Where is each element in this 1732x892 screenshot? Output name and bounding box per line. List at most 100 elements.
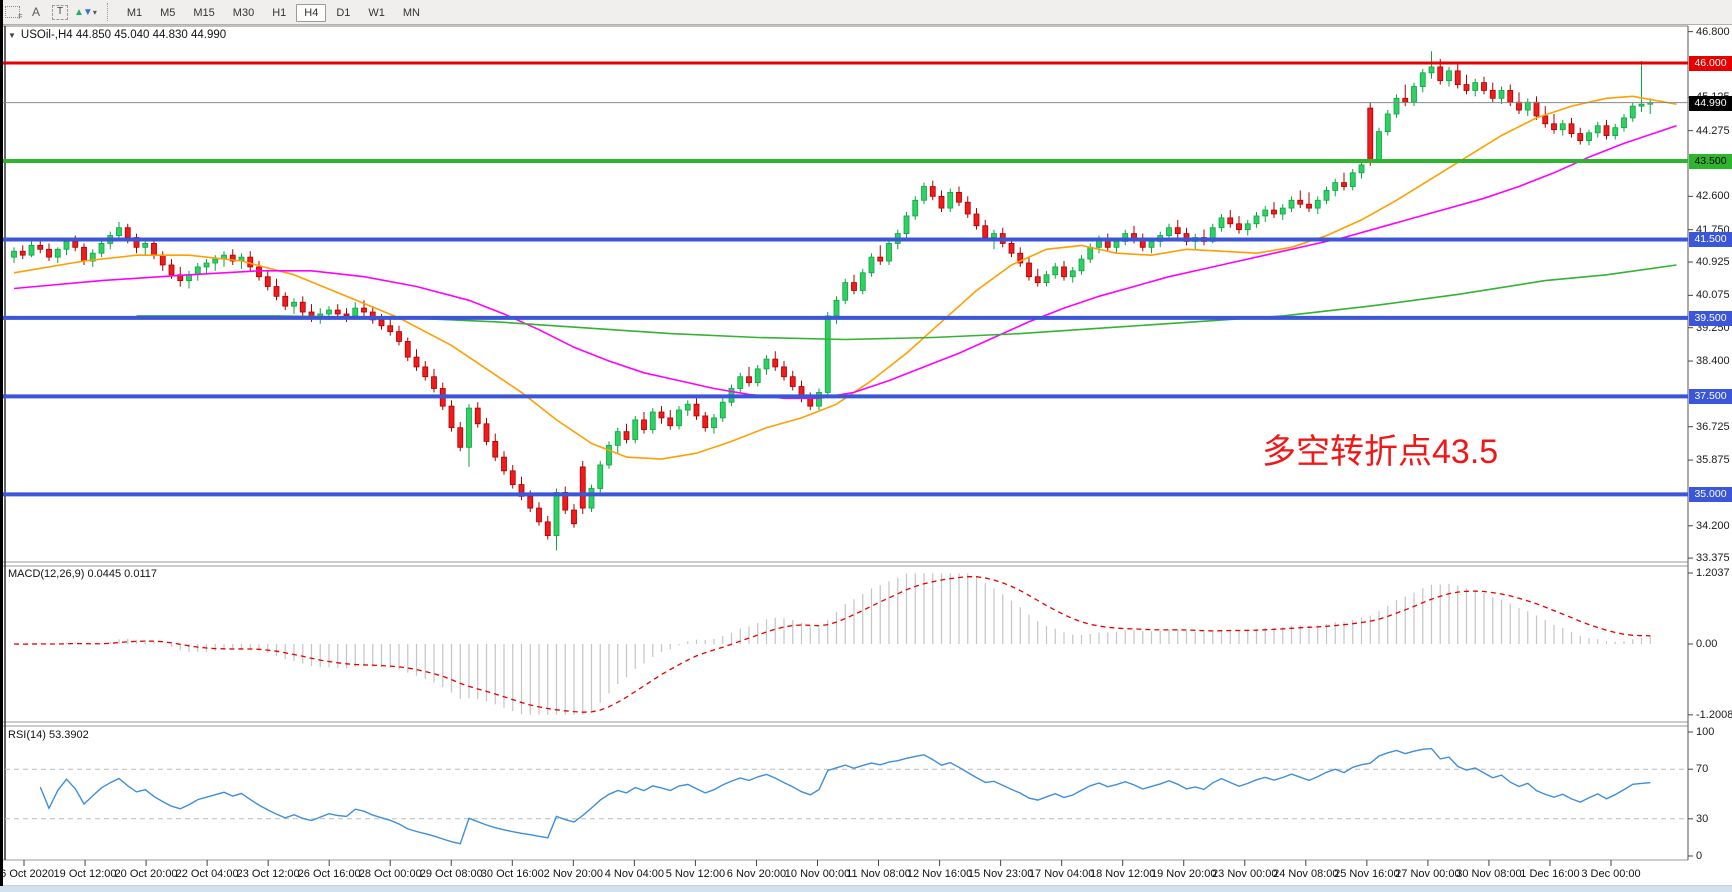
time-axis-label: 16 Oct 2020 — [0, 868, 54, 880]
candle-body — [1148, 241, 1155, 248]
candle-body — [1533, 101, 1540, 117]
candle-body — [553, 492, 560, 536]
candle-body — [711, 417, 717, 429]
text-t-icon[interactable]: T — [50, 3, 70, 21]
candle-body — [947, 192, 954, 209]
candle-body — [833, 299, 840, 317]
candle-body — [509, 470, 516, 485]
price-axis-label: 36.725 — [1696, 420, 1730, 433]
candle-body — [474, 407, 481, 425]
timeframe-button-mn[interactable]: MN — [402, 7, 420, 19]
candle-body — [116, 227, 122, 236]
dropdown-caret-icon[interactable]: ▾ — [92, 7, 97, 17]
candle-body — [842, 282, 849, 301]
candle-body — [719, 401, 726, 419]
candle-body — [1253, 215, 1260, 225]
candle-body — [273, 286, 280, 297]
toolbar-separator — [106, 3, 114, 21]
candle-body — [816, 392, 822, 407]
candle-body — [1577, 133, 1584, 142]
candle-body — [89, 252, 96, 262]
indicator-axis-label: 30 — [1696, 812, 1709, 825]
grid-f-icon[interactable]: F — [2, 3, 23, 21]
candle-body — [1586, 132, 1592, 142]
time-axis-label: 20 Oct 20:00 — [114, 868, 178, 880]
candle-body — [448, 405, 455, 429]
timeframe-button-h4[interactable]: H4 — [296, 4, 327, 22]
time-axis-label: 4 Nov 04:00 — [604, 868, 665, 880]
candle-body — [1314, 199, 1321, 209]
candle-body — [72, 241, 79, 248]
candle-body — [19, 250, 26, 256]
candle-body — [431, 376, 437, 389]
candle-body — [1437, 66, 1444, 82]
timeframe-button-m1[interactable]: M1 — [126, 7, 143, 19]
timeframe-button-w1[interactable]: W1 — [368, 7, 385, 19]
candle-body — [614, 431, 621, 446]
candle-body — [229, 254, 236, 262]
text-a-icon[interactable]: A — [31, 5, 40, 19]
timeframe-button-h1[interactable]: H1 — [272, 7, 287, 19]
candle-body — [1218, 217, 1225, 229]
candle-body — [868, 256, 875, 274]
time-axis-label: 12 Nov 16:00 — [906, 868, 973, 880]
price-axis-label: 40.925 — [1696, 256, 1730, 269]
candle-body — [1629, 105, 1636, 119]
time-axis-label: 30 Oct 16:00 — [480, 868, 544, 880]
indicator-axis-label: 0 — [1696, 850, 1703, 862]
chart-title-caret-icon[interactable]: ▼ — [8, 30, 16, 40]
indicator-axis-label: -1.2008 — [1696, 708, 1732, 721]
candle-body — [1332, 182, 1339, 191]
candle-body — [536, 507, 542, 523]
candle-body — [54, 248, 61, 258]
candle-body — [264, 276, 271, 287]
candle-body — [588, 488, 595, 509]
timeframe-button-m15[interactable]: M15 — [193, 7, 215, 19]
candle-body — [964, 201, 971, 215]
candle-body — [527, 495, 534, 509]
indicator-axis-label: 100 — [1696, 726, 1715, 738]
candle-body — [63, 241, 70, 250]
price-axis-label: 46.800 — [1696, 25, 1730, 38]
candle-body — [212, 258, 219, 264]
time-axis-label: 28 Oct 00:00 — [358, 868, 422, 880]
candle-body — [396, 331, 402, 342]
candle-body — [1087, 246, 1094, 260]
time-axis-label: 23 Oct 12:00 — [236, 868, 300, 880]
candle-body — [1166, 227, 1172, 236]
time-axis-label: 6 Nov 20:00 — [726, 868, 787, 880]
indicator-axis-label: 1.2037 — [1696, 567, 1730, 579]
candle-body — [1498, 90, 1505, 99]
candle-body — [763, 358, 770, 370]
candle-body — [886, 242, 892, 262]
candle-body — [623, 431, 630, 440]
candle-body — [1174, 227, 1181, 234]
candle-body — [1559, 123, 1566, 131]
candle-body — [46, 248, 52, 258]
candle-body — [159, 254, 166, 266]
time-axis-label: 5 Nov 12:00 — [665, 868, 726, 880]
cursor-arrows-icon[interactable]: ▲▼ ▾ — [74, 6, 97, 18]
timeframe-button-m30[interactable]: M30 — [232, 7, 255, 19]
candle-body — [1446, 70, 1452, 82]
candle-body — [299, 301, 306, 313]
time-axis-label: 19 Nov 20:00 — [1151, 868, 1217, 880]
price-axis-label: 33.375 — [1696, 552, 1730, 565]
timeframe-button-group: M1 M5 M15 M30 H1 H4 D1 W1 MN — [118, 3, 429, 22]
candle-body — [1052, 266, 1059, 276]
candle-body — [81, 246, 87, 262]
time-axis-label: 25 Nov 16:00 — [1334, 868, 1400, 880]
timeframe-button-m5[interactable]: M5 — [160, 7, 176, 19]
chart-title-row: ▼ USOil-,H4 44.850 45.040 44.830 44.990 — [8, 29, 226, 41]
timeframe-button-d1[interactable]: D1 — [336, 7, 351, 19]
candle-body — [789, 376, 796, 387]
candle-body — [501, 456, 507, 472]
candle-body — [1516, 101, 1522, 111]
price-axis-label: 34.200 — [1696, 519, 1730, 532]
candle-body — [203, 262, 210, 268]
candle-body — [1551, 123, 1557, 131]
candle-body — [641, 419, 647, 431]
candle-body — [903, 215, 910, 234]
window-left-border — [0, 0, 3, 892]
